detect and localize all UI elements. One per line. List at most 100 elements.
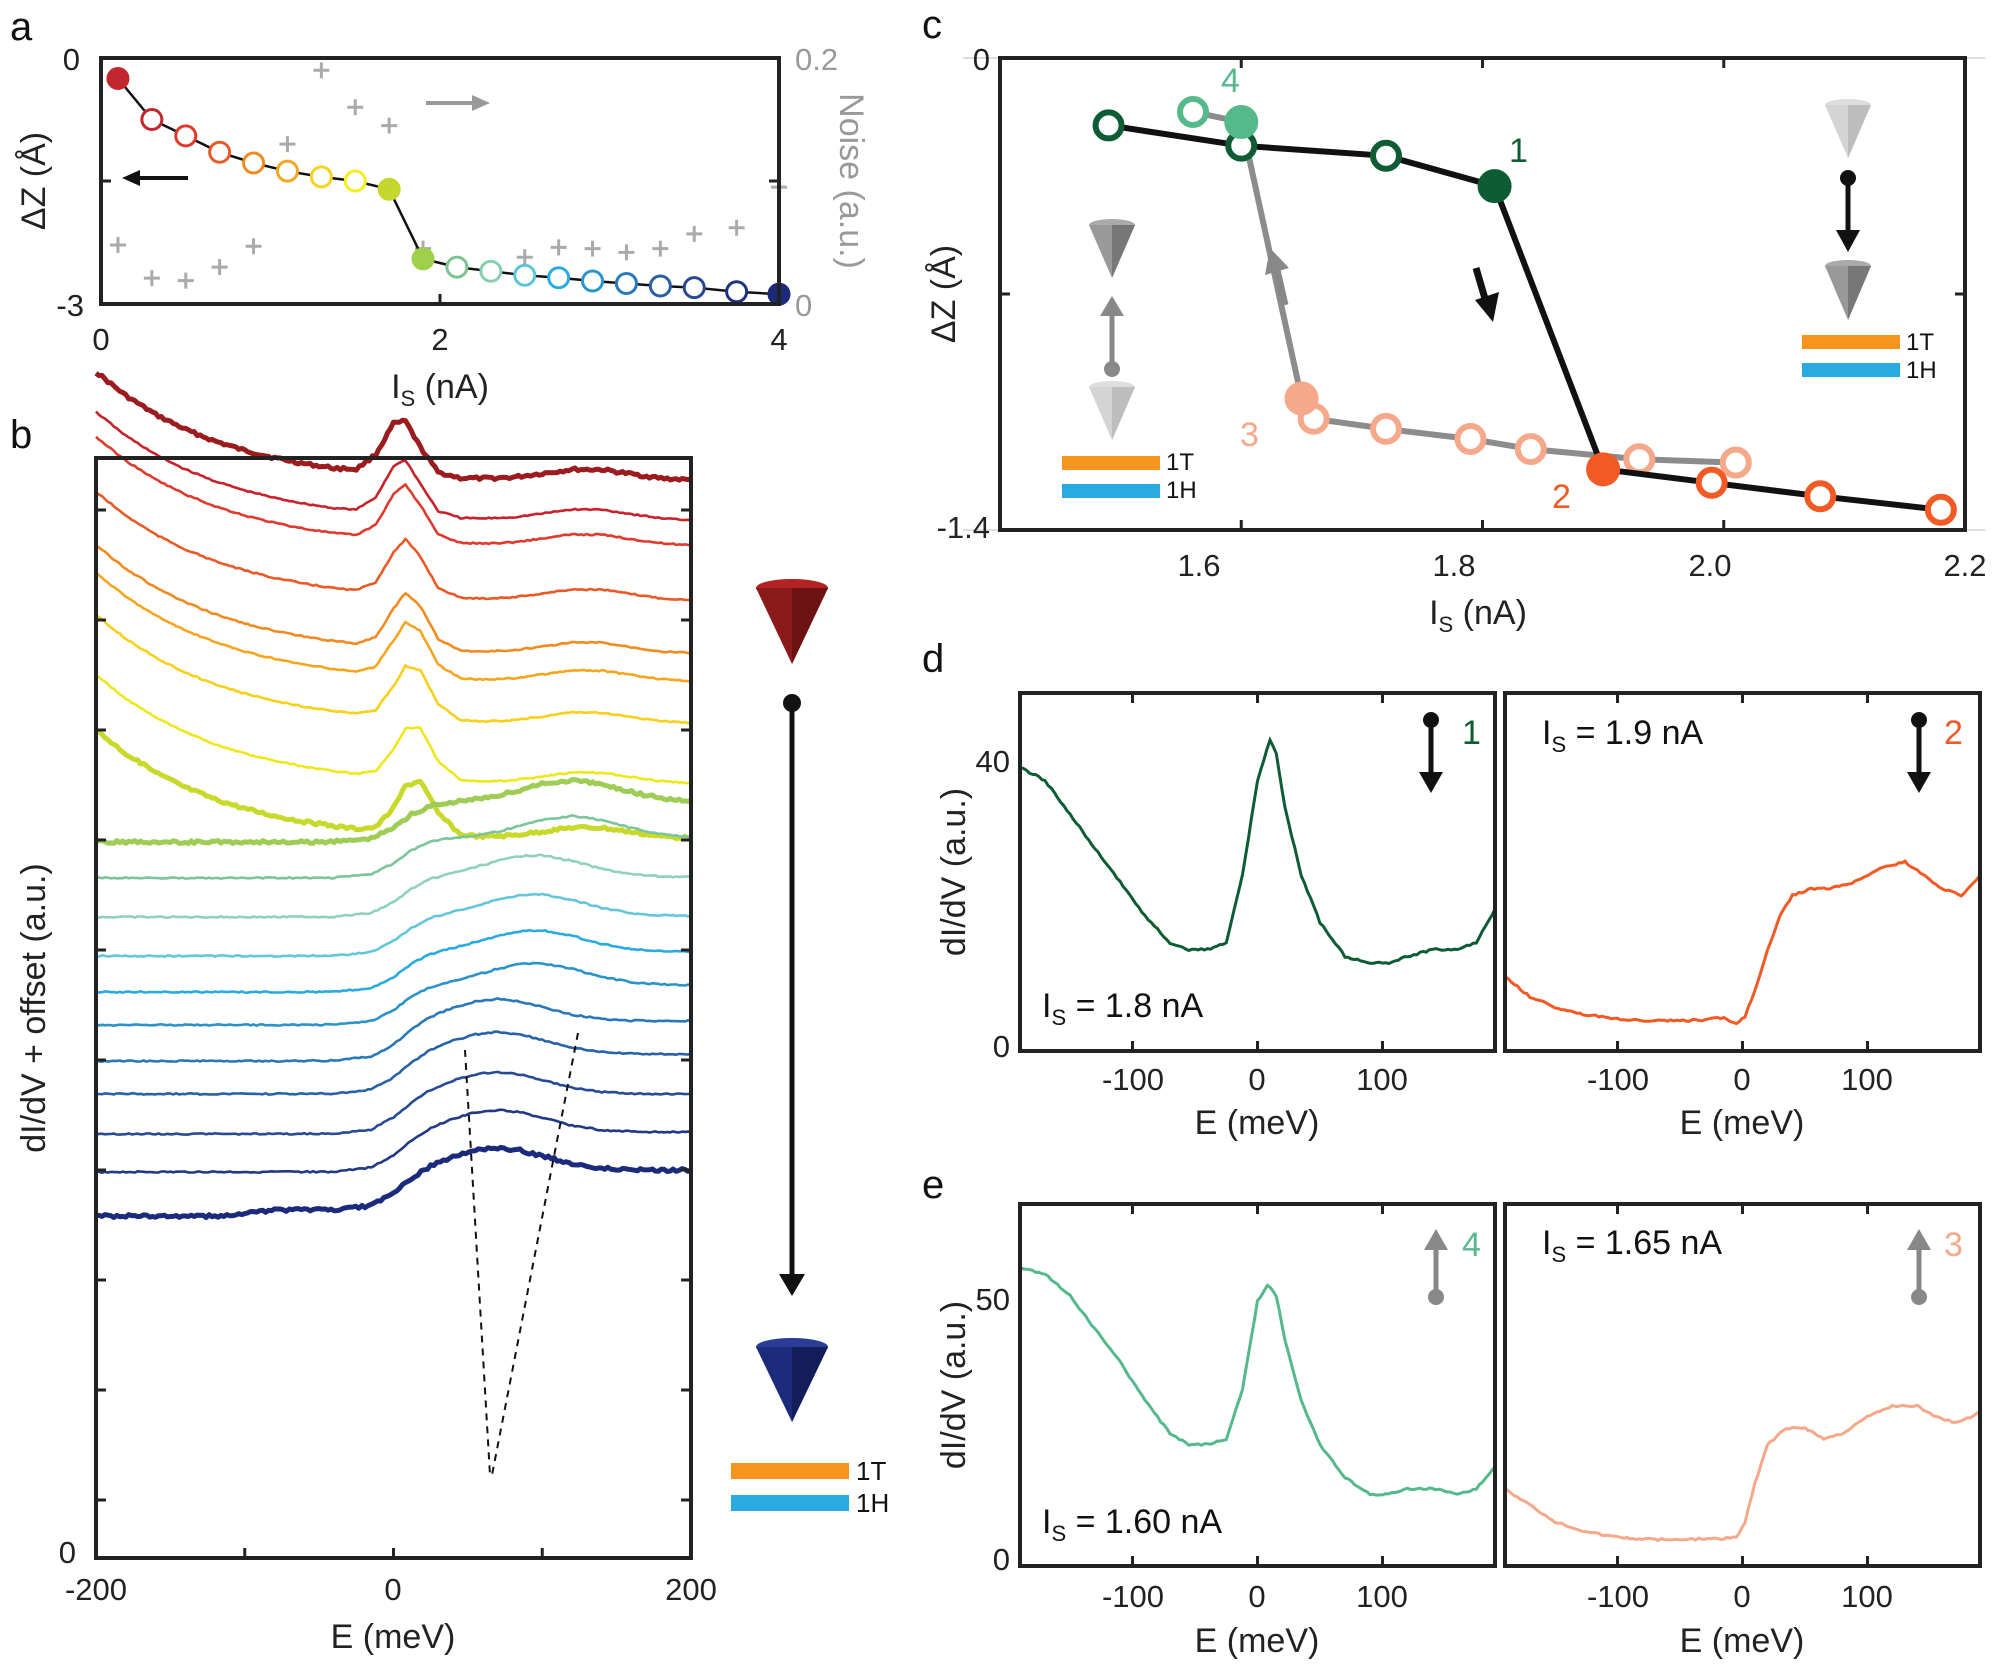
arrow-up-icon — [1100, 296, 1124, 316]
increasing-line — [1108, 122, 1942, 513]
marked-point-2 — [1586, 452, 1621, 487]
spectrum-line-9 — [95, 728, 692, 842]
c-ylabel: ΔZ (Å) — [925, 245, 963, 343]
spectrum-line-11 — [95, 814, 692, 880]
point-label-3: 3 — [1240, 416, 1259, 454]
panel-label-a: a — [10, 5, 33, 49]
increasing-point — [1924, 493, 1957, 526]
noise-point — [516, 249, 533, 266]
e2-arrow-up-icon — [1907, 1229, 1931, 1250]
peak-guide-left — [464, 1049, 491, 1476]
e2-xtick-0: -100 — [1587, 1579, 1649, 1614]
axes-frame-b — [94, 456, 693, 1560]
e-spectra — [1019, 1266, 1981, 1543]
noise-point — [652, 240, 669, 257]
c-xlabel: IS (nA) — [1429, 594, 1527, 637]
c-legend-swatch-1t-right — [1802, 335, 1900, 349]
grey-tip-cone-icon — [1825, 260, 1871, 320]
decreasing-point — [1370, 412, 1402, 445]
d2-xtick-1: 0 — [1733, 1062, 1750, 1097]
c-legend-label-1t-right: 1T — [1906, 329, 1934, 356]
decreasing-point — [1454, 422, 1487, 455]
dz-point — [377, 177, 401, 201]
spectrum-line-17 — [95, 1030, 692, 1096]
b-ylabel: dI/dV + offset (a.u.) — [15, 863, 53, 1152]
d2-xtick-2: 100 — [1841, 1062, 1893, 1097]
e-ylabel: dI/dV (a.u.) — [935, 1301, 973, 1469]
d2-xlabel: E (meV) — [1680, 1104, 1805, 1142]
light-tip-cone-icon — [1825, 99, 1871, 158]
b-xlabel: E (meV) — [331, 1618, 456, 1656]
dz-point — [242, 151, 266, 175]
a-xtick-2: 4 — [770, 322, 787, 357]
increasing-point — [1092, 109, 1125, 142]
panel-label-d: d — [922, 637, 944, 681]
d-spectra — [1019, 736, 1982, 1026]
e1-current-label: IS = 1.60 nA — [1042, 1503, 1222, 1546]
dz-series — [106, 67, 791, 306]
spectrum-line-19 — [95, 1108, 692, 1174]
c-ytick-0: 0 — [973, 42, 990, 77]
increasing-point — [1804, 480, 1837, 513]
e1-xtick-0: -100 — [1102, 1579, 1164, 1614]
e1-xtick-2: 100 — [1356, 1579, 1408, 1614]
noise-point — [177, 272, 194, 289]
dz-point — [682, 276, 706, 300]
spectrum-line-8 — [95, 674, 692, 785]
peak-guide-right — [491, 1032, 579, 1476]
red-tip-cone-icon — [756, 579, 828, 664]
spectrum-3 — [1504, 1403, 1981, 1543]
decreasing-point — [1623, 443, 1656, 476]
noise-point — [584, 240, 601, 257]
b-ytick-0: 0 — [59, 1535, 76, 1570]
spectrum-line-6 — [95, 571, 692, 683]
marked-point-4 — [1224, 105, 1259, 140]
legend-swatch-1h — [731, 1495, 849, 1511]
marked-point-1 — [1477, 169, 1512, 204]
spectrum-line-20 — [95, 1144, 692, 1220]
e1-arrow-up-icon — [1424, 1229, 1448, 1250]
dz-point — [140, 108, 164, 131]
e2-xtick-2: 100 — [1841, 1579, 1893, 1614]
a-xtick-1: 2 — [431, 322, 448, 357]
panel-d: d 40 0 -100 0 100 -100 0 100 E (meV) E (… — [922, 637, 1982, 1142]
panel-e: e 50 0 -100 0 100 -100 0 100 E (meV) E (… — [922, 1163, 1982, 1660]
c-ytick-1: -1.4 — [937, 510, 990, 545]
dz-point — [343, 169, 367, 193]
point-label-2: 2 — [1552, 478, 1571, 516]
d1-xtick-2: 100 — [1356, 1062, 1408, 1097]
light-tip-cone-icon — [1089, 381, 1135, 440]
dz-point — [445, 255, 469, 279]
e1-xlabel: E (meV) — [1195, 1622, 1320, 1660]
a-xtick-0: 0 — [92, 322, 109, 357]
noise-point — [618, 244, 635, 261]
a-ytick-0: 0 — [63, 42, 80, 77]
b-xtick-1: 0 — [384, 1572, 401, 1607]
hysteresis-series — [1092, 95, 1957, 526]
spectrum-line-16 — [95, 997, 692, 1063]
noise-point — [211, 259, 228, 276]
marked-point-3 — [1284, 381, 1319, 416]
point-label-1: 1 — [1509, 132, 1528, 170]
increasing-point — [1695, 466, 1728, 499]
panel-label-c: c — [922, 3, 942, 47]
d1-xtick-1: 0 — [1248, 1062, 1265, 1097]
sweep-down-arrow — [1472, 267, 1490, 303]
panel-b: b 0 -200 0 200 E (meV) dI/dV + offset (a… — [10, 371, 889, 1656]
e-ytick-1: 0 — [993, 1542, 1010, 1577]
e1-xtick-1: 0 — [1248, 1579, 1265, 1614]
e2-xtick-1: 0 — [1733, 1579, 1750, 1614]
sweep-up-arrow-head — [1265, 248, 1289, 275]
e2-current-label: IS = 1.65 nA — [1542, 1224, 1722, 1267]
noise-point — [550, 239, 567, 256]
panel-a: a 0 -3 0.2 0 0 2 4 ΔZ (Å) Noise (a.u.) I… — [10, 5, 870, 411]
spectrum-line-18 — [95, 1070, 691, 1136]
panel-c: c 0 -1.4 1.6 1.8 2.0 2.2 IS (nA) ΔZ (Å) … — [922, 3, 1987, 637]
grey-tip-cone-icon — [1089, 219, 1135, 278]
c-legend-swatch-1t — [1062, 456, 1160, 470]
c-legend-label-1h-right: 1H — [1906, 357, 1937, 384]
spectrum-line-12 — [95, 853, 692, 919]
spectrum-line-14 — [95, 928, 692, 994]
dz-point — [411, 247, 435, 271]
c-xtick-2: 2.0 — [1688, 548, 1731, 583]
